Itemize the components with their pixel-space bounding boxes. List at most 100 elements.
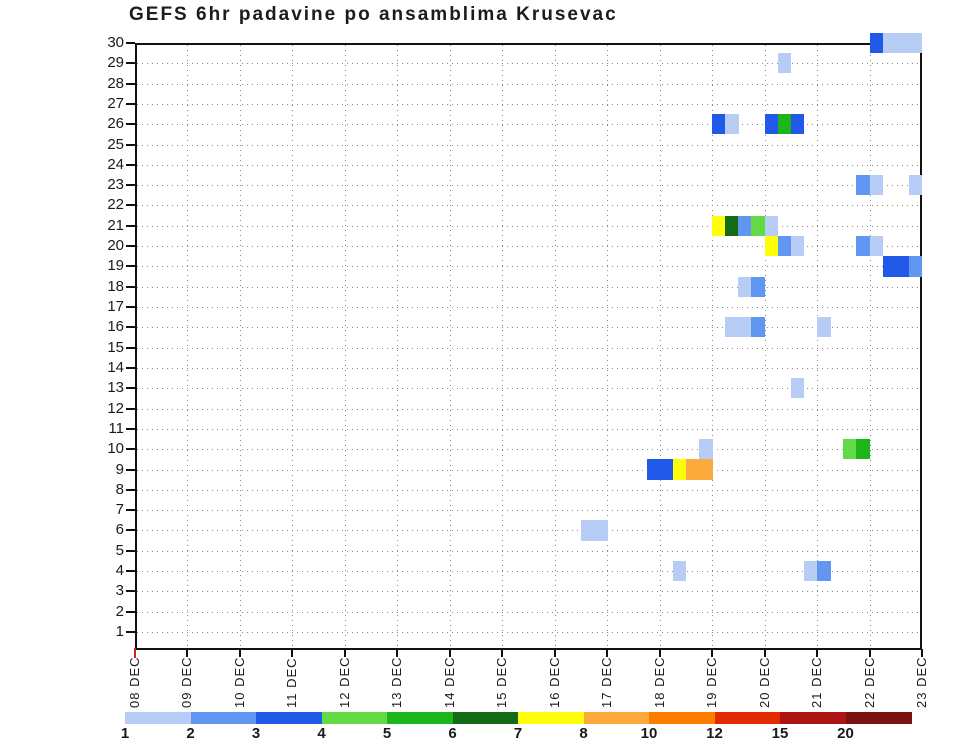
colorbar-tick-label: 20 [837, 725, 854, 742]
colorbar-segment [845, 712, 912, 724]
precip-cell [712, 215, 726, 236]
x-axis-tick-label: 09 DEC [179, 656, 195, 708]
y-axis-tick [126, 143, 135, 146]
precip-cell [764, 235, 779, 257]
y-axis-tick [126, 163, 135, 166]
precip-cell [869, 32, 884, 54]
h-gridline [137, 185, 920, 187]
precip-cell [725, 317, 739, 338]
precip-cell [856, 175, 871, 196]
colorbar-segment [321, 712, 388, 724]
h-gridline [137, 550, 920, 552]
colorbar-tick-label: 2 [186, 725, 195, 742]
x-axis-tick [396, 649, 399, 657]
precip-cell [672, 459, 687, 480]
x-axis-tick [816, 649, 819, 657]
y-axis-tick [126, 224, 135, 227]
precip-cell [725, 215, 739, 236]
v-gridline [397, 45, 399, 648]
y-axis-tick [126, 509, 135, 512]
x-axis-tick [501, 649, 504, 657]
precip-cell [882, 256, 897, 277]
precip-cell [882, 32, 897, 54]
x-axis-tick [868, 649, 871, 657]
y-axis-tick-label: 21 [107, 216, 124, 234]
v-gridline [764, 45, 766, 648]
h-gridline [137, 530, 920, 532]
h-gridline [137, 347, 920, 349]
x-axis-tick-label: 10 DEC [231, 656, 247, 708]
y-axis-tick-label: 25 [107, 135, 124, 153]
colorbar-tick-label: 4 [317, 725, 326, 742]
h-gridline [137, 408, 920, 410]
x-axis-tick-label: 17 DEC [599, 656, 615, 708]
y-axis-tick-label: 5 [115, 541, 124, 559]
y-axis-tick [126, 265, 135, 268]
colorbar-segment [518, 712, 584, 724]
y-axis-tick-label: 23 [107, 176, 124, 194]
precip-cell [594, 520, 608, 541]
x-axis-tick-label: 12 DEC [336, 656, 352, 708]
h-gridline [137, 571, 920, 573]
precip-cell [908, 175, 923, 196]
v-gridline [712, 45, 714, 648]
y-axis-tick [126, 326, 135, 329]
x-axis-tick [553, 649, 556, 657]
precip-cell [895, 32, 910, 54]
y-axis-tick [126, 123, 135, 126]
h-gridline [137, 469, 920, 471]
h-gridline [137, 63, 920, 65]
precip-cell [790, 378, 805, 399]
precip-cell [672, 560, 687, 582]
precip-cell [843, 439, 857, 460]
colorbar-tick-label: 10 [640, 725, 658, 742]
x-axis-tick-label: 11 DEC [284, 657, 300, 708]
precip-cell [725, 114, 739, 135]
y-axis-tick [126, 427, 135, 430]
y-axis-tick [126, 306, 135, 309]
h-gridline [137, 83, 920, 85]
x-axis-tick-label: 22 DEC [861, 656, 877, 708]
precip-cell [751, 276, 766, 297]
precip-cell [751, 215, 766, 236]
y-axis-tick-label: 4 [115, 562, 124, 580]
x-axis-tick-label: 15 DEC [494, 656, 510, 708]
precip-cell [817, 317, 831, 338]
colorbar-tick-label: 12 [706, 725, 723, 742]
y-axis-tick [126, 448, 135, 451]
v-gridline [187, 45, 189, 648]
colorbar-segment [780, 712, 846, 724]
v-gridline [869, 45, 871, 648]
y-axis-tick [126, 42, 135, 44]
x-axis-tick-label: 21 DEC [809, 656, 825, 708]
x-axis-tick [711, 649, 714, 657]
y-axis-tick [126, 468, 135, 471]
y-axis-tick [126, 245, 135, 248]
chart-title: GEFS 6hr padavine po ansamblima Krusevac [129, 4, 618, 25]
h-gridline [137, 205, 920, 207]
precip-cell [738, 317, 752, 338]
y-axis-tick-label: 11 [108, 419, 124, 437]
x-axis-tick-label: 19 DEC [704, 656, 720, 708]
x-axis-tick-label: 20 DEC [756, 656, 772, 708]
y-axis-tick-label: 9 [115, 460, 124, 478]
v-gridline [502, 45, 504, 648]
colorbar-segment [190, 712, 257, 724]
h-gridline [137, 611, 920, 613]
h-gridline [137, 103, 920, 105]
x-axis-tick-label: 14 DEC [441, 656, 457, 708]
y-axis-tick [126, 407, 135, 410]
y-axis-tick [126, 488, 135, 491]
y-axis-tick [126, 631, 135, 633]
y-axis-tick-label: 22 [107, 196, 124, 214]
precip-cell [699, 439, 713, 460]
h-gridline [137, 510, 920, 512]
y-axis-tick-label: 13 [107, 379, 124, 397]
v-gridline [292, 45, 294, 648]
precip-cell [908, 256, 923, 277]
precip-cell [699, 459, 713, 480]
precip-cell [659, 459, 674, 480]
precip-cell [712, 114, 726, 135]
h-gridline [137, 591, 920, 593]
h-gridline [137, 246, 920, 248]
